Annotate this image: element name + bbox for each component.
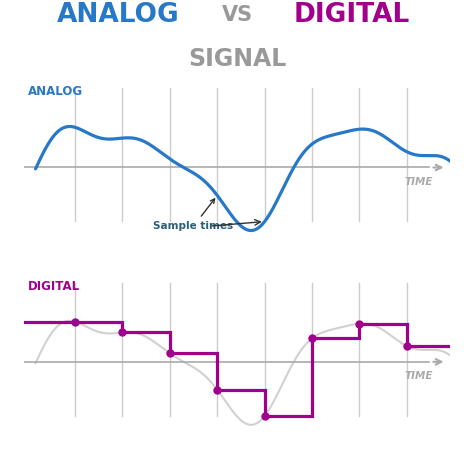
Text: ANALOG: ANALOG — [28, 85, 83, 98]
Text: TIME: TIME — [404, 177, 433, 187]
Text: Sample times: Sample times — [154, 199, 234, 231]
Text: DIGITAL: DIGITAL — [28, 280, 80, 292]
Text: TIME: TIME — [404, 372, 433, 382]
Text: DIGITAL: DIGITAL — [294, 2, 410, 28]
Text: SIGNAL: SIGNAL — [188, 47, 286, 71]
Text: ANALOG: ANALOG — [57, 2, 180, 28]
Text: VS: VS — [221, 5, 253, 25]
